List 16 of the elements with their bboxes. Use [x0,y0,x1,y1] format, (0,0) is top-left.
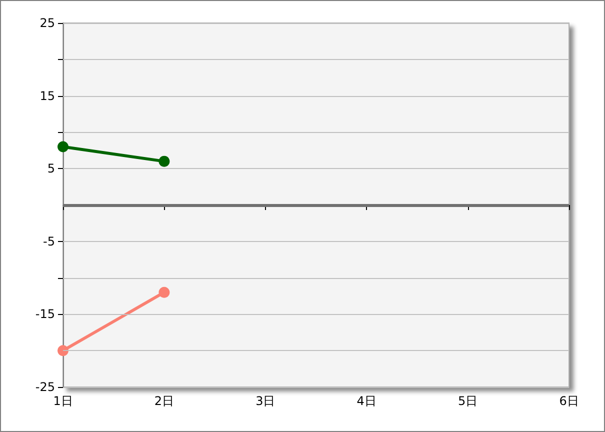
y-tick-label: -25 [35,380,55,394]
point [158,286,170,298]
y-tick-label: 25 [40,16,55,30]
x-tick-label: 5日 [458,394,478,408]
point [158,156,170,167]
y-tick-label: 15 [40,88,55,103]
point [58,345,68,356]
point [58,141,68,152]
x-tick-label: 4日 [356,394,376,408]
y-tick-label: 5 [47,162,55,176]
x-tick-label: 2日 [154,394,174,408]
y-tick-label: -5 [43,234,55,248]
x-tick-label: 6日 [559,394,579,408]
y-tick-label: -15 [35,307,55,322]
x-tick-label: 3日 [256,394,276,408]
x-tick-label: 1日 [53,394,73,408]
